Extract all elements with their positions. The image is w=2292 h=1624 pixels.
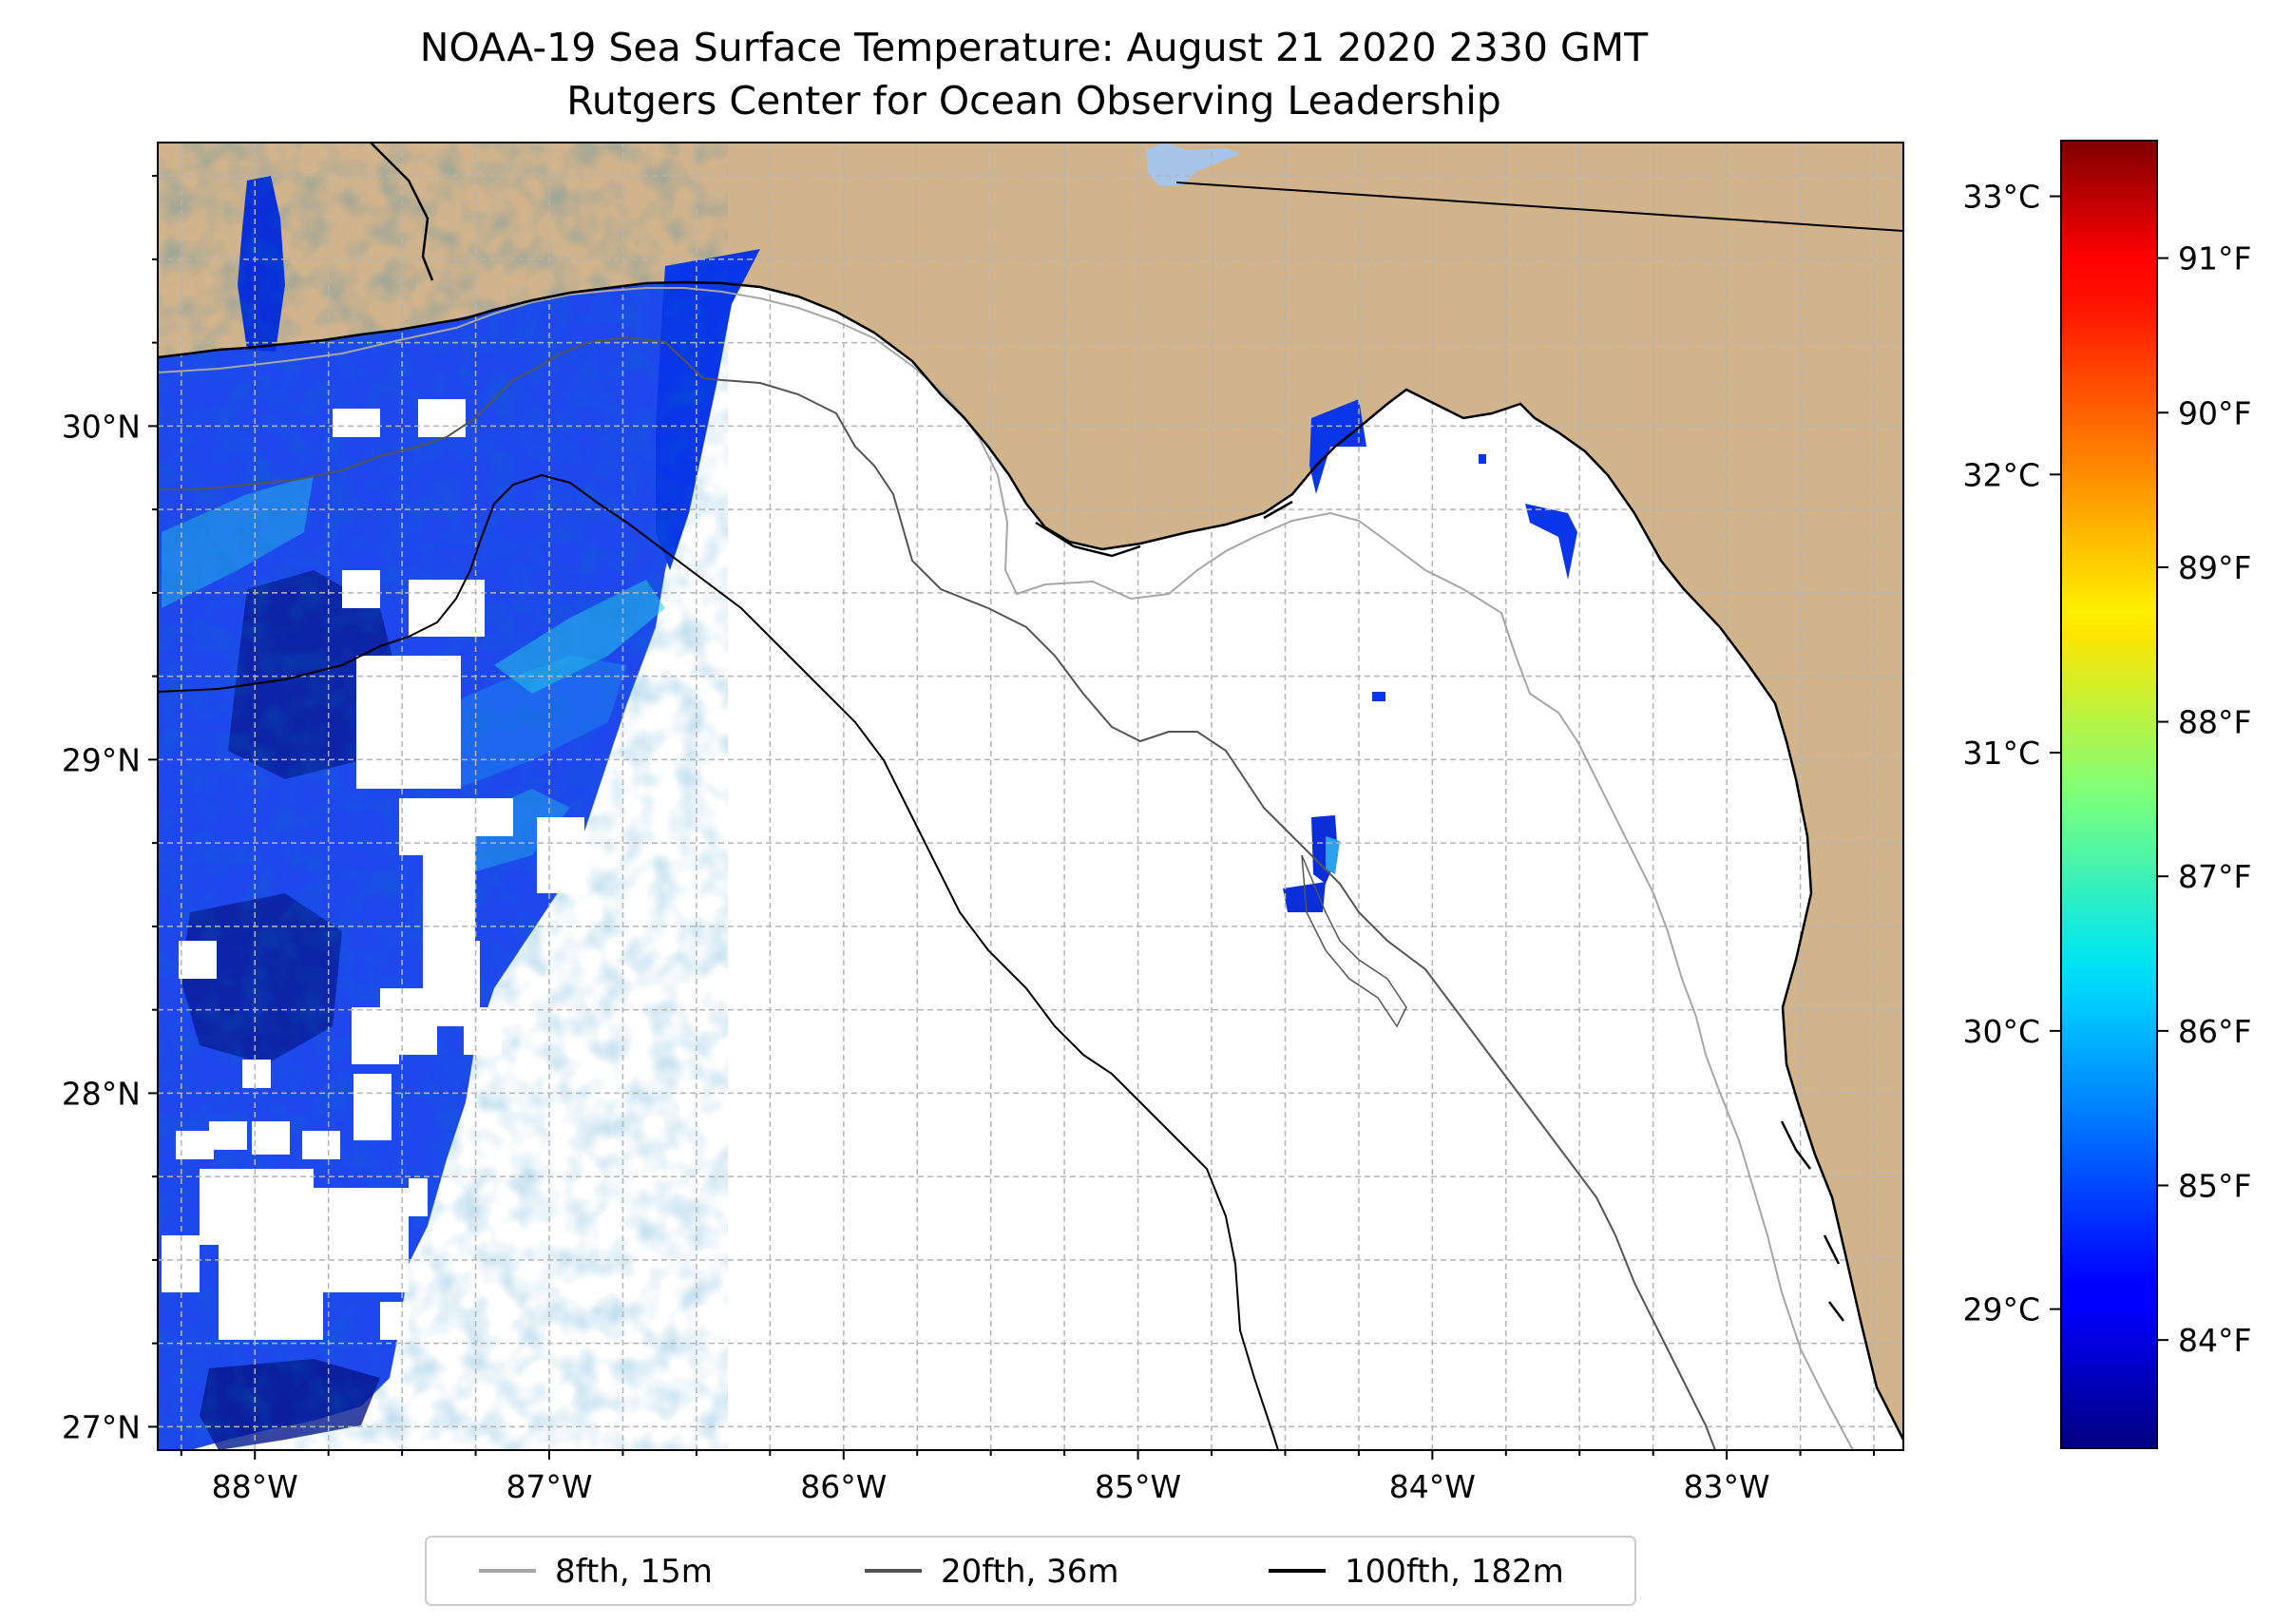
lat-tick-label: 27°N bbox=[62, 1408, 141, 1445]
coastline bbox=[158, 143, 1903, 1441]
celsius-tick-label: 30°C bbox=[1962, 1013, 2040, 1050]
isobath-100fth bbox=[158, 473, 1279, 1450]
map-frame bbox=[157, 142, 1904, 1451]
celsius-tick-label: 33°C bbox=[1962, 179, 2040, 216]
fahrenheit-tick-label: 87°F bbox=[2178, 858, 2251, 895]
fahrenheit-tick-label: 85°F bbox=[2178, 1167, 2251, 1204]
celsius-tick-label: 32°C bbox=[1962, 456, 2040, 493]
fahrenheit-tick-label: 89°F bbox=[2178, 549, 2251, 586]
colorbar-gradient bbox=[2061, 141, 2157, 1448]
colorbar-frame bbox=[2060, 140, 2158, 1449]
title-line2: Rutgers Center for Ocean Observing Leade… bbox=[566, 78, 1501, 124]
lat-tick-label: 28°N bbox=[62, 1075, 141, 1112]
lat-tick-label: 30°N bbox=[62, 408, 141, 445]
legend-label: 20fth, 36m bbox=[941, 1553, 1119, 1591]
title-line1: NOAA-19 Sea Surface Temperature: August … bbox=[420, 25, 1649, 70]
fahrenheit-tick-label: 91°F bbox=[2178, 240, 2251, 277]
colorbar: 33°C 32°C 31°C 30°C 29°C 91°F 90°F 89°F 88°F 87°… bbox=[1962, 140, 2251, 1449]
celsius-tick-label: 31°C bbox=[1962, 735, 2040, 772]
fahrenheit-tick-label: 90°F bbox=[2178, 394, 2251, 431]
lon-tick-label: 83°W bbox=[1684, 1468, 1770, 1505]
lon-tick-label: 85°W bbox=[1095, 1468, 1181, 1505]
fahrenheit-tick-label: 86°F bbox=[2178, 1013, 2251, 1050]
colorbar-celsius-axis: 33°C 32°C 31°C 30°C 29°C bbox=[1962, 179, 2061, 1328]
isobath-legend: 8fth, 15m 20fth, 36m 100fth, 182m bbox=[425, 1536, 1636, 1606]
sst-data-layer bbox=[158, 143, 1577, 1450]
longitude-axis: 88°W 87°W 86°W 85°W 84°W 83°W bbox=[180, 1450, 1876, 1505]
legend-label: 100fth, 182m bbox=[1345, 1553, 1564, 1591]
latitude-axis: 30°N 29°N 28°N 27°N bbox=[62, 175, 158, 1445]
gridlines bbox=[158, 143, 1903, 1450]
lon-tick-label: 86°W bbox=[800, 1468, 887, 1505]
lat-tick-label: 29°N bbox=[62, 741, 141, 778]
map-panel: 88°W 87°W 86°W 85°W 84°W 83°W 30°N 29°N 28°N 27°… bbox=[62, 142, 1904, 1505]
legend-label: 8fth, 15m bbox=[555, 1553, 713, 1591]
fahrenheit-tick-label: 88°F bbox=[2178, 704, 2251, 741]
celsius-tick-label: 29°C bbox=[1962, 1291, 2040, 1328]
isobath-20fth bbox=[158, 335, 1716, 1450]
lon-tick-label: 87°W bbox=[506, 1468, 592, 1505]
legend-frame bbox=[425, 1536, 1636, 1606]
fahrenheit-tick-label: 84°F bbox=[2178, 1322, 2251, 1359]
lon-tick-label: 84°W bbox=[1389, 1468, 1476, 1505]
isobath-8fth-loop bbox=[1301, 854, 1407, 1028]
lon-tick-label: 88°W bbox=[212, 1468, 298, 1505]
colorbar-fahrenheit-axis: 91°F 90°F 89°F 88°F 87°F 86°F 85°F 84°F bbox=[2157, 240, 2251, 1359]
isobath-8fth bbox=[158, 287, 1854, 1450]
